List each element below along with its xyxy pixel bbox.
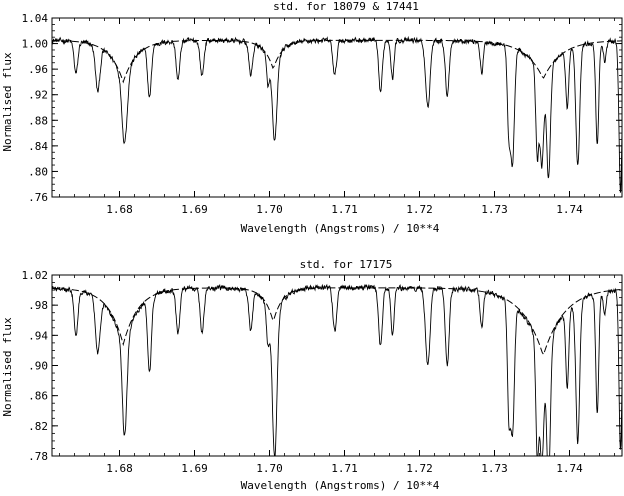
- top-x-tick-label: 1.69: [181, 203, 208, 216]
- top-panel: std. for 18079 & 17441 Wavelength (Angst…: [1, 0, 623, 235]
- top-y-tick-label: 1.04: [22, 12, 49, 25]
- bottom-panel-x-axis-title: Wavelength (Angstroms) / 10**4: [241, 479, 440, 491]
- bottom-observed-spectrum-line: [52, 283, 622, 456]
- top-x-tick-label: 1.71: [331, 203, 358, 216]
- bottom-x-tick-label: 1.73: [481, 462, 508, 475]
- top-x-tick-label: 1.68: [106, 203, 133, 216]
- top-panel-frame: [51, 17, 623, 198]
- top-y-tick-label: .76: [28, 191, 48, 204]
- bottom-panel-title: std. for 17175: [300, 258, 393, 271]
- bottom-y-tick-label: .86: [28, 390, 48, 403]
- top-x-tick-label: 1.70: [256, 203, 283, 216]
- top-panel-title: std. for 18079 & 17441: [273, 0, 419, 13]
- bottom-x-tick-label: 1.68: [106, 462, 133, 475]
- bottom-panel-y-axis-title: Normalised flux: [1, 317, 14, 417]
- bottom-y-tick-label: .90: [28, 360, 48, 373]
- top-observed-spectrum-line: [52, 35, 622, 193]
- top-panel-y-axis-title: Normalised flux: [1, 52, 14, 152]
- bottom-panel: std. for 17175 Wavelength (Angstroms) / …: [1, 258, 623, 492]
- bottom-x-tick-label: 1.70: [256, 462, 283, 475]
- top-x-tick-label: 1.74: [556, 203, 583, 216]
- bottom-x-tick-label: 1.72: [406, 462, 433, 475]
- top-y-tick-label: .84: [28, 140, 48, 153]
- bottom-x-tick-label: 1.74: [556, 462, 583, 475]
- top-y-tick-label: .88: [28, 114, 48, 127]
- bottom-y-tick-label: .82: [28, 420, 48, 433]
- bottom-y-tick-label: 1.02: [22, 269, 49, 282]
- top-y-tick-label: .96: [28, 63, 48, 76]
- bottom-y-tick-label: .98: [28, 299, 48, 312]
- bottom-y-tick-label: .94: [28, 329, 48, 342]
- top-x-tick-label: 1.72: [406, 203, 433, 216]
- top-y-tick-label: .92: [28, 89, 48, 102]
- bottom-x-tick-label: 1.69: [181, 462, 208, 475]
- bottom-model-spectrum-dashed-line: [52, 287, 622, 356]
- top-panel-x-axis-title: Wavelength (Angstroms) / 10**4: [241, 222, 440, 235]
- top-model-spectrum-dashed-line: [52, 39, 622, 84]
- top-x-tick-label: 1.73: [481, 203, 508, 216]
- top-y-tick-label: 1.00: [22, 38, 49, 51]
- bottom-x-tick-label: 1.71: [331, 462, 358, 475]
- bottom-y-tick-label: .78: [28, 450, 48, 463]
- top-y-tick-label: .80: [28, 165, 48, 178]
